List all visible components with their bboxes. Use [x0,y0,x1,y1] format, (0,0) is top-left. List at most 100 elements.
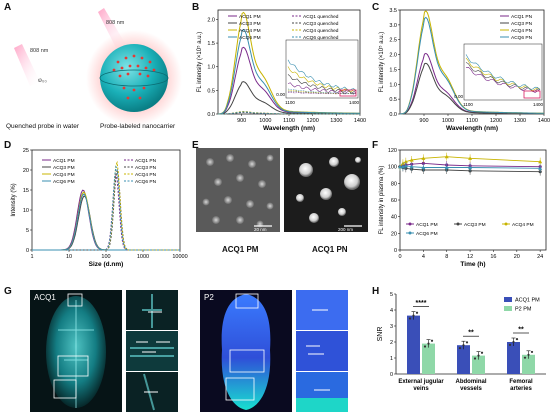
legend-label: ACQ3 PM [53,165,75,171]
caption-labeled: Probe-labeled nanocarrier [100,123,176,130]
series-line-acq6-pn [32,165,180,251]
series-line-acq6-pn [399,16,544,115]
y-axis-label: FL intensity (×10⁵ a.u.) [378,32,385,92]
replicate-dot [458,346,462,350]
x-tick-label: 1300 [514,118,526,124]
data-point [421,165,426,170]
acq1-zoom-1-vessel [142,294,162,328]
y-tick-label: 15 [23,188,29,194]
x-tick-label: 900 [419,118,428,124]
panel-letter-f: F [372,140,379,151]
sphere-equator [99,69,169,87]
y-tick-label: 0.0 [389,112,397,118]
p2-zoom-2 [296,331,348,371]
p2-roi-1 [235,293,259,309]
y-tick-label: 0.5 [207,88,215,94]
highlight-box [523,90,541,99]
significance-label: ** [518,327,524,334]
replicate-dot [462,344,465,347]
legend-marker [504,222,508,226]
category-label: arteries [510,386,532,392]
replicate-dot [508,343,512,346]
replicate-dot [430,339,434,342]
legend-label: ACQ4 PM [53,172,75,178]
replicate-dot [412,314,415,317]
y-tick-label: 0 [390,372,393,378]
data-point [403,163,408,168]
bar-acq1-pm [407,315,420,374]
series-line-acq1-pm [32,189,180,251]
legend-label: P2 PM [515,307,532,313]
x-tick-label: 10000 [172,254,187,260]
replicate-dot [473,357,477,360]
legend-label: ACQ6 PM [53,179,75,185]
laser-label-right: 808 nm [106,20,125,26]
inset-series [287,82,357,95]
panel-letter-b: B [192,2,200,13]
y-tick-label: 1 [390,356,393,362]
y-axis-label: Intensity (%) [11,183,17,216]
panel-letter-e: E [192,140,199,151]
category-label: vessels [460,386,482,392]
y-tick-label: 1.5 [389,67,397,73]
inset-series-quenched [287,90,357,95]
panel-a-illustration: 808 nm 808 nm ⱷ₀₀ Quenched probe in wate… [6,8,182,130]
x-tick-label: 100 [101,254,110,260]
caption-quenched: Quenched probe in water [6,123,80,130]
nanocarrier-sphere [100,44,168,112]
legend-label: ACQ4 PM [239,28,261,34]
x-tick-label: 1200 [490,118,502,124]
data-point [468,156,473,160]
x-axis-label: Time (h) [460,261,485,268]
x-tick-label: 1000 [442,118,454,124]
y-tick-label: 100 [388,165,397,171]
inset-x-tick: 1100 [463,102,473,107]
series-line-acq6-pm [32,193,180,251]
inset-frame [463,43,543,101]
quenched-molecules: ⱷ₀₀ [38,78,47,84]
acq1-roi-3 [53,379,77,399]
laser-beam-left [14,44,40,86]
x-tick-label: 10 [66,254,72,260]
x-tick-label: 24 [537,254,543,260]
data-point [538,166,543,170]
x-tick-label: 0 [398,254,401,260]
inset-series [287,59,357,92]
legend-label: ACQ1 PN [511,14,533,20]
legend-label: ACQ6 PM [239,35,261,41]
legend-label: ACQ6 PM [416,231,438,237]
x-tick-label: 1100 [466,118,478,124]
y-tick-label: 4 [390,308,393,314]
y-tick-label: 5 [390,292,393,298]
inset-series-quenched [287,88,357,94]
x-tick-label: 8 [445,254,448,260]
legend-marker [408,222,412,226]
y-tick-label: 0 [26,248,29,254]
y-tick-label: 60 [391,198,397,204]
y-tick-label: 3.0 [389,23,397,29]
y-tick-label: 10 [23,208,29,214]
series-line-acq6-quenched [218,111,360,115]
y-tick-label: 1.0 [207,65,215,71]
bar-p2-pm [472,355,485,374]
chart-f: 0 4 8 12 16 20 24 0 20 40 60 80 100 120 Time (h) FL int… [379,148,547,268]
y-tick-label: 0.5 [389,97,397,103]
inset-y-tick: 0.00 [276,92,285,97]
acq1-zoom-2-vessel [130,347,174,357]
replicate-dot [512,340,515,344]
tem-label-right: ACQ1 PN [312,245,348,254]
y-tick-label: 20 [391,231,397,237]
panel-g-imaging: ACQ1 P2 [30,290,348,412]
replicate-dot [423,345,427,348]
significance-label: ** [468,330,474,337]
series-line-acq4-pm [32,191,180,251]
panel-e-tem: 20 nm 200 nm ACQ1 PM ACQ1 PN [196,148,368,254]
legend-label: ACQ1 PM [53,158,75,164]
chart-c: 900 1000 1100 1200 1300 1400 0.0 0.5 1.0 1.5 2.0 2.… [378,8,550,132]
legend-label: ACQ3 PM [239,21,261,27]
y-tick-label: 3 [390,324,393,330]
x-tick-label: 1200 [307,118,319,124]
sphere-dots [112,54,156,100]
replicate-dot [415,311,419,314]
